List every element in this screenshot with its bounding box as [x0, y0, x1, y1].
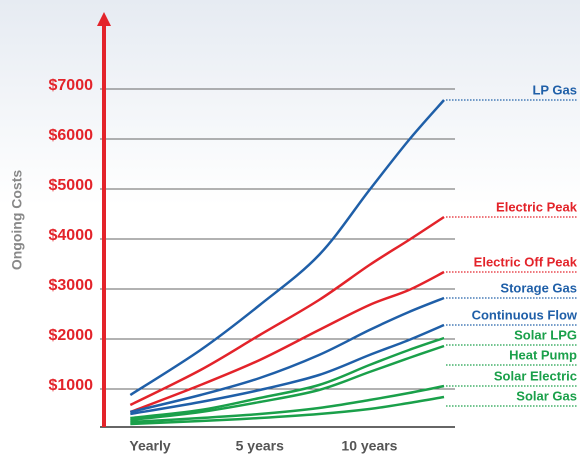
- series-label: Electric Off Peak: [474, 254, 578, 269]
- series-line: [129, 99, 445, 397]
- series-line: [130, 395, 445, 426]
- series-label: Electric Peak: [496, 199, 578, 214]
- x-tick-label: Yearly: [129, 438, 170, 454]
- series-label: Solar Gas: [516, 388, 577, 403]
- y-tick-label: $5000: [49, 177, 94, 194]
- y-tick-label: $1000: [49, 377, 94, 394]
- series-line: [130, 384, 445, 424]
- y-tick-label: $6000: [49, 127, 94, 144]
- series-label: LP Gas: [532, 82, 577, 97]
- series-line: [130, 296, 445, 414]
- series-label: Storage Gas: [500, 280, 577, 295]
- y-axis-arrow: [97, 12, 111, 26]
- y-tick-label: $7000: [49, 77, 94, 94]
- y-axis-title: Ongoing Costs: [9, 170, 25, 271]
- series-label: Heat Pump: [509, 347, 577, 362]
- series-label: Solar LPG: [514, 327, 577, 342]
- series-line: [129, 270, 445, 414]
- y-tick-label: $4000: [49, 227, 94, 244]
- series-label: Continuous Flow: [472, 307, 578, 322]
- series-line: [130, 336, 445, 420]
- x-tick-label: 10 years: [341, 438, 397, 454]
- y-tick-label: $2000: [49, 327, 94, 344]
- x-tick-label: 5 years: [236, 438, 284, 454]
- series-line: [130, 344, 445, 422]
- y-tick-label: $3000: [49, 277, 94, 294]
- series-line: [130, 323, 445, 416]
- series-line: [129, 215, 445, 407]
- series-label: Solar Electric: [494, 368, 577, 383]
